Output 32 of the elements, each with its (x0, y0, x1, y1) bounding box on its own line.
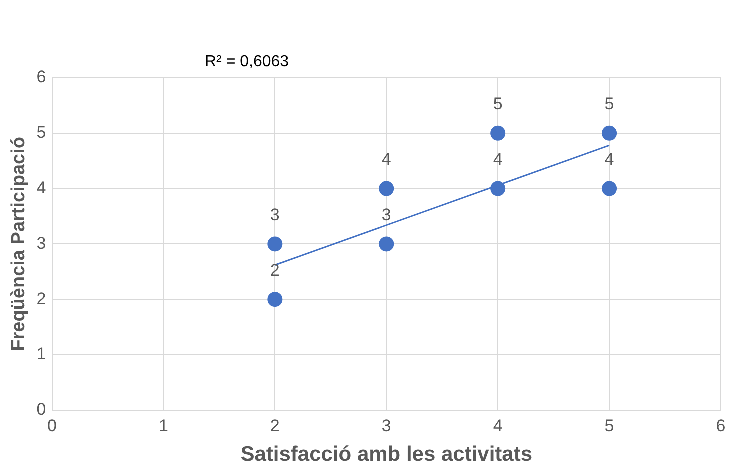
y-axis-title: Freqüència Participació (8, 137, 30, 352)
x-tick-label: 3 (382, 416, 392, 436)
data-label: 5 (493, 94, 503, 114)
x-tick-label: 6 (716, 416, 726, 436)
y-tick-label: 4 (36, 178, 46, 198)
data-label: 3 (270, 205, 280, 224)
x-tick-label: 5 (604, 416, 614, 436)
y-tick-label: 2 (36, 289, 46, 308)
text: R² = 0,6063 (205, 53, 290, 70)
point (379, 181, 394, 196)
point (490, 126, 506, 141)
data-label: 5 (604, 94, 614, 114)
data-label: 2 (270, 260, 280, 280)
data-label: 4 (604, 150, 614, 169)
y-tick-label: 0 (36, 400, 46, 420)
point (379, 236, 394, 252)
data-label: 3 (382, 205, 392, 224)
y-tick-label: 3 (36, 234, 46, 253)
x-tick-label: 4 (493, 416, 503, 436)
point (602, 126, 618, 141)
y-tick-label: 5 (36, 123, 46, 142)
point (268, 292, 283, 308)
point (268, 236, 283, 252)
data-label: 4 (493, 150, 503, 169)
x-tick-label: 2 (270, 416, 280, 436)
y-tick-label: 6 (36, 68, 46, 87)
point (490, 181, 506, 196)
y-tick-label: 1 (36, 344, 46, 364)
point (602, 181, 618, 196)
x-axis-title: Satisfacció amb les activitats (240, 443, 533, 466)
x-tick-label: 1 (158, 416, 168, 436)
data-label: 4 (382, 150, 392, 169)
